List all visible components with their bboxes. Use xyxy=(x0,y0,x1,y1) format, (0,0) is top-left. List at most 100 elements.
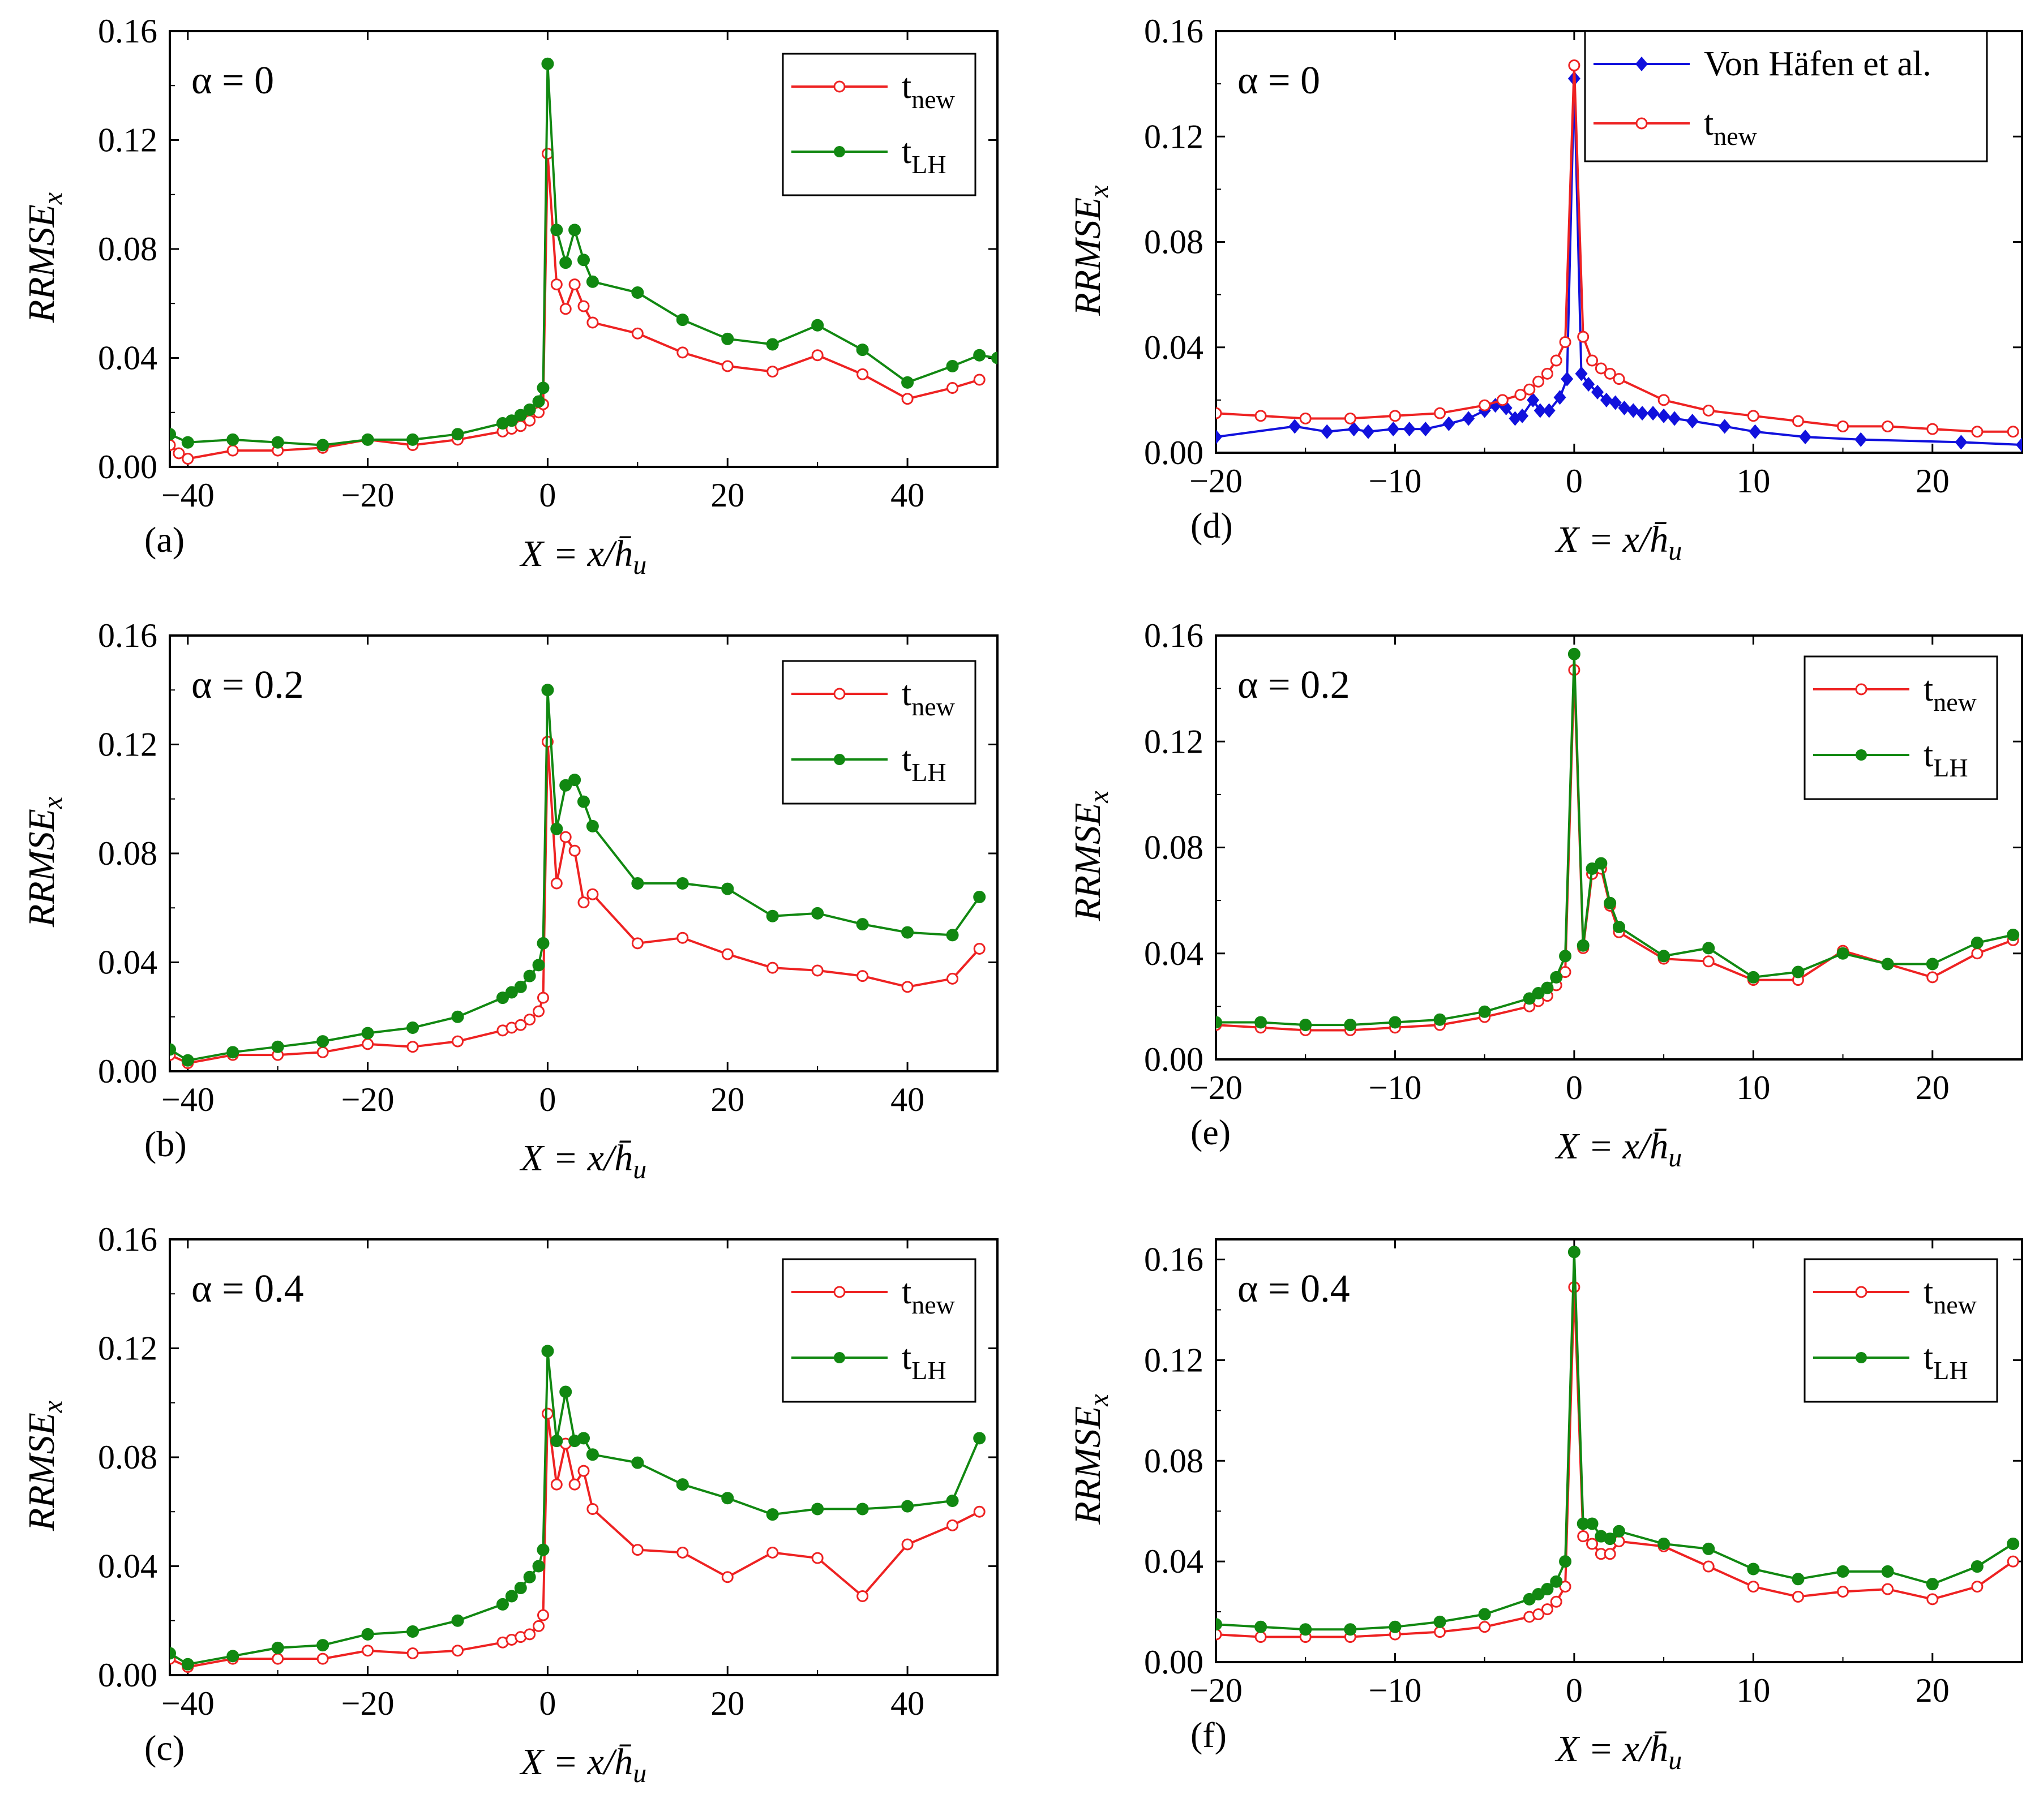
data-point-new xyxy=(1254,410,1267,422)
x-tick-label: 0 xyxy=(539,1081,556,1118)
y-tick-label: 0.04 xyxy=(98,340,157,377)
y-axis-label: RRMSEx xyxy=(1067,185,1114,316)
data-point-lh xyxy=(1559,950,1572,963)
x-axis-label: X = x/h̄u xyxy=(1554,1126,1682,1173)
data-point-new xyxy=(1496,394,1509,406)
data-point-lh xyxy=(577,254,590,267)
data-point-new xyxy=(766,366,779,378)
data-point-new xyxy=(1792,415,1804,427)
data-point-new xyxy=(1434,1626,1446,1638)
data-point-new xyxy=(1523,383,1536,396)
data-point-lh xyxy=(316,1639,329,1652)
data-point-new xyxy=(1586,354,1599,367)
series-line-new xyxy=(170,152,980,460)
data-point-lh xyxy=(496,991,509,1005)
legend-entry-label: tLH xyxy=(902,132,946,179)
x-tick-label: −10 xyxy=(1369,1069,1422,1106)
data-point-lh xyxy=(811,319,824,332)
data-point-lh xyxy=(1478,1608,1491,1621)
data-point-new xyxy=(1559,336,1571,348)
data-point-new xyxy=(1479,1621,1491,1633)
data-point-new xyxy=(1479,399,1491,411)
data-point-von xyxy=(1543,403,1556,418)
data-point-lh xyxy=(721,1492,734,1505)
data-point-von xyxy=(1288,419,1301,434)
y-tick-label: 0.04 xyxy=(1144,935,1203,972)
data-point-lh xyxy=(1541,1583,1554,1596)
data-point-von xyxy=(1516,408,1529,423)
data-point-new xyxy=(721,1571,734,1583)
data-point-lh xyxy=(1747,1563,1760,1576)
x-axis-label: X = x/h̄u xyxy=(519,1741,646,1788)
data-point-lh xyxy=(316,1035,329,1048)
data-point-lh xyxy=(1567,647,1580,660)
data-point-von xyxy=(1527,392,1540,407)
data-point-lh xyxy=(1567,1246,1580,1259)
data-point-new xyxy=(1747,1581,1759,1593)
data-point-von xyxy=(1627,403,1640,418)
x-tick-label: −20 xyxy=(341,1081,395,1118)
data-point-von xyxy=(1387,422,1400,437)
data-point-lh xyxy=(1559,1555,1572,1568)
data-point-new xyxy=(856,368,869,380)
data-point-lh xyxy=(550,822,563,835)
legend: tnew tLH xyxy=(1804,1258,1998,1403)
data-point-lh xyxy=(537,1543,550,1556)
data-point-new xyxy=(362,1645,374,1657)
data-point-new xyxy=(1216,407,1222,419)
legend-box xyxy=(1584,30,1988,162)
series-lh xyxy=(1216,1246,2020,1636)
data-point-lh xyxy=(523,1570,536,1583)
data-point-new xyxy=(1604,367,1616,380)
data-point-new xyxy=(1577,1530,1590,1543)
y-tick-label: 0.00 xyxy=(1144,1041,1203,1078)
legend-entry-label: tnew xyxy=(1704,104,1758,151)
data-point-new xyxy=(586,1503,599,1515)
y-tick-label: 0.08 xyxy=(1144,1442,1203,1479)
x-tick-label: 20 xyxy=(710,1685,744,1722)
data-point-von xyxy=(1686,414,1699,429)
data-point-lh xyxy=(181,1658,194,1671)
series-lh xyxy=(1216,647,2020,1032)
chart-panel-a: −40 −20 0 20 40 0.00 0.04 0.08 0.12 0.16 RRMSEx X =… xyxy=(21,12,999,580)
data-point-new xyxy=(541,1407,554,1420)
alpha-annotation: α = 0 xyxy=(1237,59,1320,102)
data-point-lh xyxy=(1433,1013,1446,1026)
data-point-new xyxy=(901,981,914,993)
data-point-new xyxy=(1216,1628,1222,1641)
legend-marker-lh xyxy=(834,146,845,157)
chart-panel-e: −20 −10 0 10 20 0.00 0.04 0.08 0.12 0.16 RRMSEx X =… xyxy=(1067,617,2023,1173)
data-point-new xyxy=(1254,1631,1267,1643)
data-point-lh xyxy=(1613,920,1625,933)
data-point-new xyxy=(901,393,914,405)
data-point-lh xyxy=(541,57,554,70)
data-point-lh xyxy=(1216,1016,1222,1029)
x-tick-label: −10 xyxy=(1369,1672,1422,1709)
data-point-new xyxy=(1344,412,1356,424)
data-point-lh xyxy=(1971,937,1984,950)
data-point-von xyxy=(1636,406,1649,421)
data-point-new xyxy=(1702,1560,1715,1573)
y-tick-label: 0.08 xyxy=(1144,224,1203,261)
y-tick-label: 0.12 xyxy=(98,1330,157,1367)
alpha-annotation: α = 0.2 xyxy=(191,663,304,707)
data-point-lh xyxy=(1702,1542,1715,1555)
x-tick-label: 0 xyxy=(539,477,556,514)
data-point-lh xyxy=(1881,1565,1894,1578)
data-point-lh xyxy=(226,433,239,446)
legend-marker-new xyxy=(833,688,846,700)
y-axis-label: RRMSEx xyxy=(1067,791,1114,921)
data-point-new xyxy=(721,360,734,372)
data-point-lh xyxy=(271,436,284,449)
data-point-von xyxy=(1462,411,1475,426)
x-axis-label: X = x/h̄u xyxy=(519,533,646,580)
data-point-new xyxy=(1514,389,1527,401)
data-point-new xyxy=(856,970,869,982)
data-point-lh xyxy=(541,684,554,697)
data-point-lh xyxy=(1604,1533,1617,1546)
data-point-von xyxy=(1419,422,1432,437)
data-point-new xyxy=(524,1628,536,1641)
data-point-von xyxy=(1347,422,1360,437)
data-point-lh xyxy=(537,381,550,394)
data-point-lh xyxy=(991,351,997,364)
